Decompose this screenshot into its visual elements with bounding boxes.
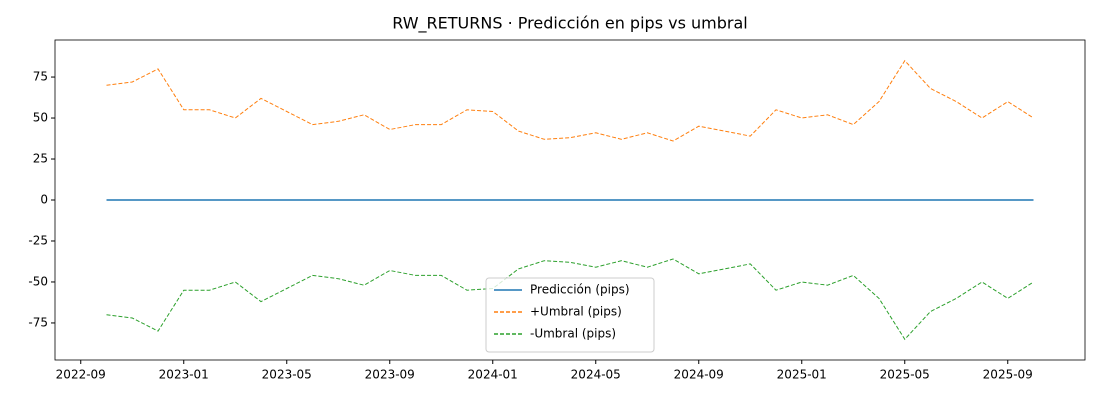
x-tick-label: 2024-09 bbox=[674, 368, 724, 382]
y-tick-label: -50 bbox=[28, 274, 48, 288]
legend-box bbox=[485, 277, 655, 353]
y-tick-label: 0 bbox=[40, 193, 48, 207]
x-tick-label: 2025-09 bbox=[983, 368, 1033, 382]
chart-title: RW_RETURNS · Predicción en pips vs umbra… bbox=[392, 14, 747, 34]
legend-label: +Umbral (pips) bbox=[530, 305, 622, 319]
x-tick-label: 2023-09 bbox=[365, 368, 415, 382]
x-tick-label: 2025-01 bbox=[777, 368, 827, 382]
x-tick-label: 2025-05 bbox=[880, 368, 930, 382]
series-line bbox=[106, 258, 1034, 341]
legend: Predicción (pips) +Umbral (pips) -Umbral (… bbox=[485, 277, 655, 353]
legend-label: -Umbral (pips) bbox=[530, 327, 616, 341]
y-tick-label: 25 bbox=[33, 152, 48, 166]
x-tick-label: 2022-09 bbox=[56, 368, 106, 382]
y-tick-label: -25 bbox=[28, 233, 48, 247]
series-line bbox=[106, 59, 1034, 142]
plot-frame bbox=[54, 39, 1086, 361]
x-tick-label: 2024-05 bbox=[571, 368, 621, 382]
y-tick-label: -75 bbox=[28, 315, 48, 329]
y-tick-label: 75 bbox=[33, 70, 48, 84]
y-tick-label: 50 bbox=[33, 111, 48, 125]
x-tick-label: 2023-05 bbox=[262, 368, 312, 382]
legend-label: Predicción (pips) bbox=[530, 283, 630, 297]
x-tick-label: 2023-01 bbox=[159, 368, 209, 382]
x-tick-label: 2024-01 bbox=[468, 368, 518, 382]
